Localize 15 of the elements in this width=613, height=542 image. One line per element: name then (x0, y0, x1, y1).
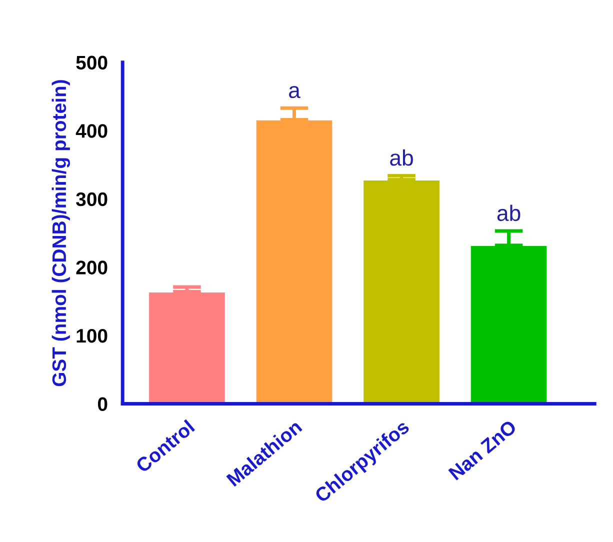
y-tick-label: 300 (76, 192, 108, 206)
y-axis-title: GST (nmol (CDNB)/min/g protein) (52, 80, 70, 386)
bar (254, 119, 334, 404)
annotation: ab (497, 204, 520, 222)
x-tick-label: Nan ZnO (448, 419, 518, 481)
y-tick-label: 0 (98, 397, 108, 412)
y-tick-label: 200 (76, 260, 108, 274)
y-tick-label: 100 (76, 328, 108, 343)
y-tick-label: 500 (76, 56, 108, 70)
y-tick-label: 400 (76, 124, 108, 138)
bar (362, 179, 441, 404)
bar (148, 291, 226, 404)
annotation: ab (390, 149, 413, 166)
annotation: a (289, 86, 300, 98)
bar (469, 244, 548, 404)
